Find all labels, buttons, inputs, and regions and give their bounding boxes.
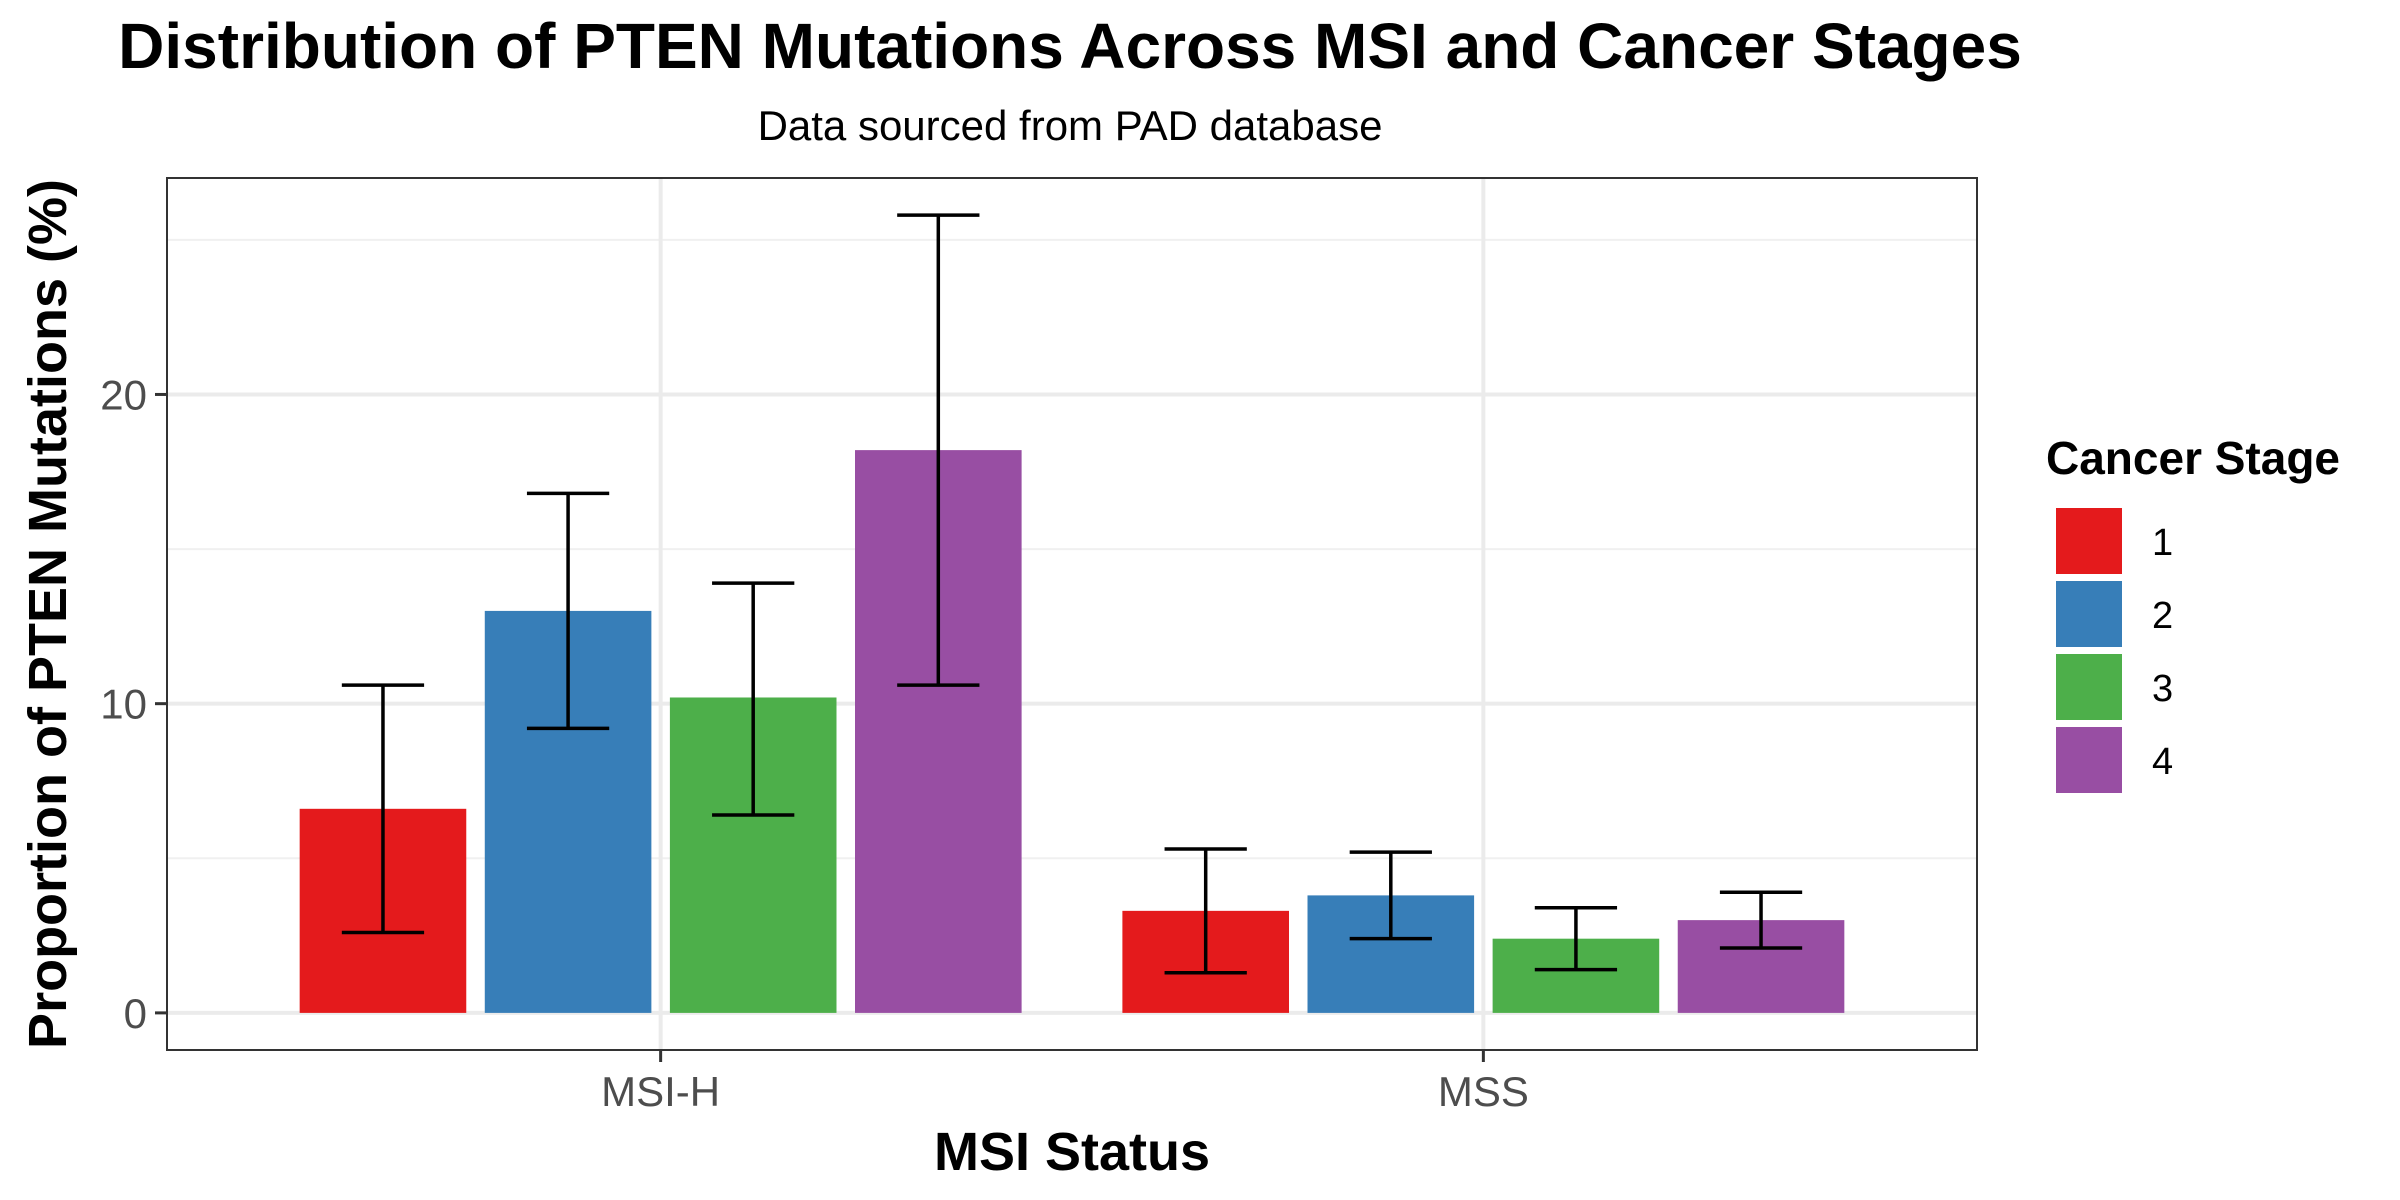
x-axis: MSI-H MSS xyxy=(601,1050,1529,1115)
legend-key xyxy=(2056,508,2122,574)
grid-lines xyxy=(167,178,1977,1050)
plot-background xyxy=(167,178,1977,1050)
plot-area xyxy=(166,177,1978,1051)
legend-items: 1 2 3 4 xyxy=(2056,508,2173,793)
y-tick-label: 10 xyxy=(100,681,147,728)
y-tick-label: 0 xyxy=(124,990,147,1037)
y-axis: 0 10 20 xyxy=(100,371,167,1037)
legend-label: 4 xyxy=(2152,741,2173,783)
legend-key xyxy=(2056,654,2122,720)
legend-label: 3 xyxy=(2152,668,2173,710)
chart-title: Distribution of PTEN Mutations Across MS… xyxy=(118,10,2022,82)
legend-key xyxy=(2056,581,2122,647)
plot-border xyxy=(166,177,1978,1051)
error-bars xyxy=(341,213,1803,975)
legend-label: 2 xyxy=(2152,595,2173,637)
legend: Cancer Stage 1 2 3 4 xyxy=(2046,432,2340,793)
y-tick-label: 20 xyxy=(100,371,147,418)
legend-title: Cancer Stage xyxy=(2046,432,2340,484)
x-tick-label: MSS xyxy=(1438,1068,1529,1115)
y-axis-title: Proportion of PTEN Mutations (%) xyxy=(18,179,78,1049)
legend-key xyxy=(2056,727,2122,793)
x-tick-label: MSI-H xyxy=(601,1068,720,1115)
legend-label: 1 xyxy=(2152,522,2173,564)
x-axis-title: MSI Status xyxy=(934,1122,1210,1182)
chart-subtitle: Data sourced from PAD database xyxy=(758,102,1383,149)
